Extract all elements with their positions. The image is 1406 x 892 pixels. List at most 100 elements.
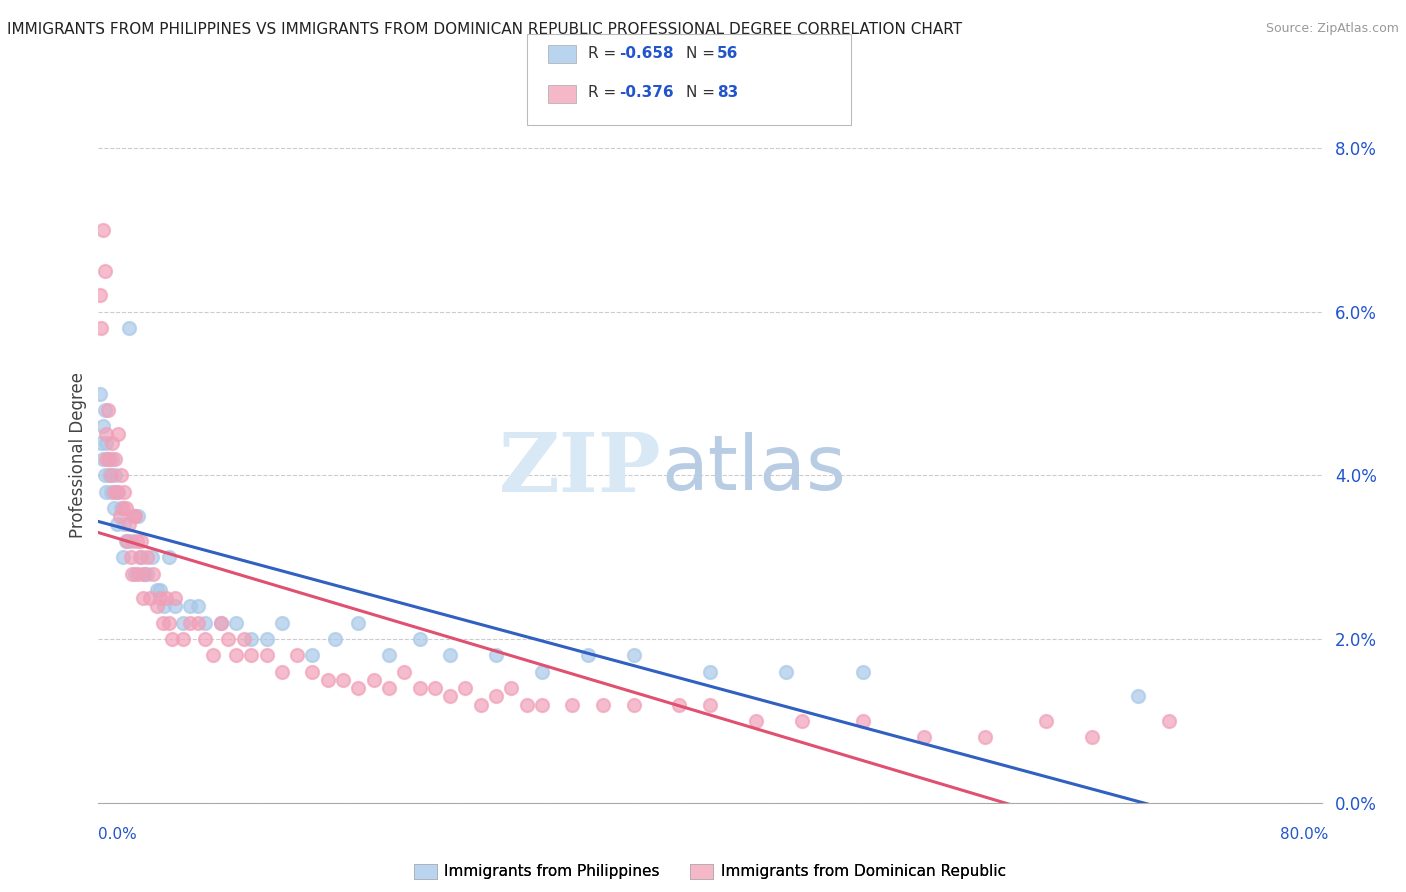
Point — [332, 673, 354, 687]
Text: Source: ZipAtlas.com: Source: ZipAtlas.com — [1265, 22, 1399, 36]
Point — [501, 681, 523, 696]
Point — [699, 698, 721, 712]
Point — [194, 615, 217, 630]
Point — [145, 582, 167, 597]
Point — [110, 501, 132, 516]
Point — [623, 648, 645, 663]
Point — [91, 452, 114, 467]
Point — [225, 615, 247, 630]
Point — [256, 648, 278, 663]
Point — [111, 550, 134, 565]
Point — [152, 615, 174, 630]
Point — [153, 599, 176, 614]
Point — [127, 566, 149, 581]
Point — [101, 435, 124, 450]
Point — [1157, 714, 1180, 728]
Point — [592, 698, 614, 712]
Point — [93, 403, 115, 417]
Point — [378, 681, 401, 696]
Point — [163, 591, 186, 606]
Point — [97, 452, 120, 467]
Point — [160, 632, 183, 646]
Point — [439, 648, 461, 663]
Point — [98, 452, 121, 467]
Point — [668, 698, 690, 712]
Point — [157, 615, 180, 630]
Point — [139, 591, 162, 606]
Point — [392, 665, 416, 679]
Text: -0.658: -0.658 — [619, 46, 673, 61]
Point — [124, 566, 146, 581]
Point — [209, 615, 232, 630]
Point — [439, 690, 461, 704]
Point — [408, 632, 430, 646]
Point — [104, 452, 127, 467]
Point — [118, 517, 141, 532]
Point — [408, 681, 430, 696]
Point — [423, 681, 446, 696]
Point — [125, 533, 148, 548]
Y-axis label: Professional Degree: Professional Degree — [69, 372, 87, 538]
Point — [270, 615, 292, 630]
Point — [325, 632, 347, 646]
Point — [149, 591, 172, 606]
Point — [136, 566, 159, 581]
Point — [561, 698, 583, 712]
Text: IMMIGRANTS FROM PHILIPPINES VS IMMIGRANTS FROM DOMINICAN REPUBLIC PROFESSIONAL D: IMMIGRANTS FROM PHILIPPINES VS IMMIGRANT… — [7, 22, 962, 37]
Point — [120, 550, 142, 565]
Point — [93, 264, 115, 278]
Point — [112, 484, 135, 499]
Point — [256, 632, 278, 646]
Point — [347, 615, 370, 630]
Point — [516, 698, 538, 712]
Point — [454, 681, 477, 696]
Point — [115, 533, 138, 548]
Text: atlas: atlas — [661, 432, 846, 506]
Point — [530, 665, 553, 679]
Point — [101, 452, 124, 467]
Point — [378, 648, 401, 663]
Point — [745, 714, 768, 728]
Point — [172, 615, 194, 630]
Text: N =: N = — [686, 46, 720, 61]
Point — [117, 533, 139, 548]
Point — [107, 484, 129, 499]
Text: -0.376: -0.376 — [619, 86, 673, 100]
Point — [132, 591, 155, 606]
Point — [128, 550, 150, 565]
Point — [301, 665, 323, 679]
Point — [104, 468, 127, 483]
Point — [530, 698, 553, 712]
Point — [187, 599, 209, 614]
Point — [699, 665, 721, 679]
Point — [115, 501, 138, 516]
Point — [100, 468, 122, 483]
Point — [94, 484, 117, 499]
Text: 0.0%: 0.0% — [98, 827, 138, 841]
Point — [98, 468, 121, 483]
Point — [194, 632, 217, 646]
Point — [121, 533, 143, 548]
Point — [155, 591, 177, 606]
Point — [103, 484, 125, 499]
Point — [107, 427, 129, 442]
Point — [157, 550, 180, 565]
Legend: Immigrants from Philippines, Immigrants from Dominican Republic: Immigrants from Philippines, Immigrants … — [408, 857, 1012, 886]
Text: 80.0%: 80.0% — [1281, 827, 1329, 841]
Point — [121, 566, 143, 581]
Text: R =: R = — [588, 86, 621, 100]
Text: 83: 83 — [717, 86, 738, 100]
Point — [316, 673, 339, 687]
Point — [912, 731, 935, 745]
Point — [127, 509, 149, 524]
Point — [285, 648, 308, 663]
Point — [105, 517, 128, 532]
Point — [470, 698, 492, 712]
Point — [94, 435, 117, 450]
Point — [129, 533, 152, 548]
Point — [124, 509, 146, 524]
Point — [136, 550, 159, 565]
Point — [91, 223, 114, 237]
Point — [623, 698, 645, 712]
Point — [105, 484, 128, 499]
